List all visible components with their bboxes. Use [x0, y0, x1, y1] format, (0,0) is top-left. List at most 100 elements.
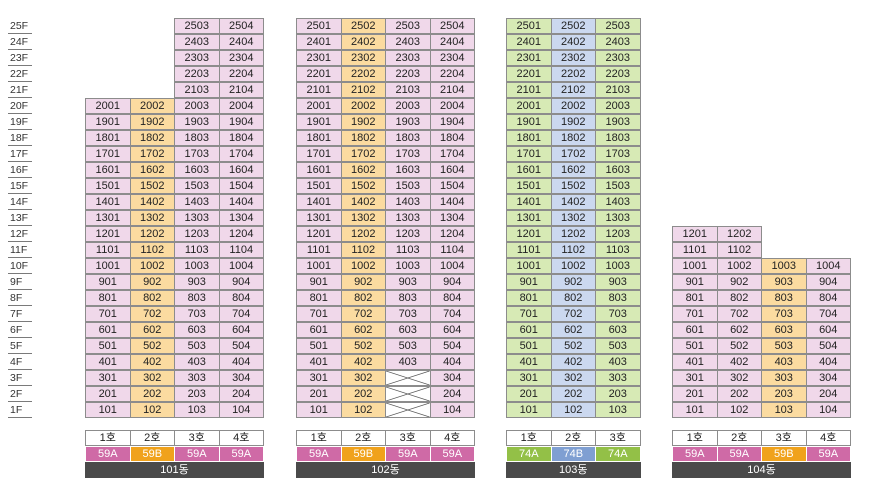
unit-cell[interactable]: 101: [85, 402, 131, 418]
unit-cell[interactable]: 2104: [218, 82, 264, 98]
unit-cell[interactable]: 1102: [550, 242, 596, 258]
unit-cell[interactable]: 1104: [429, 242, 475, 258]
unit-cell[interactable]: 103: [761, 402, 807, 418]
unit-cell[interactable]: 101: [506, 402, 552, 418]
unit-cell[interactable]: 102: [550, 402, 596, 418]
unit-cell[interactable]: 2503: [385, 18, 431, 34]
unit-cell[interactable]: 2401: [506, 34, 552, 50]
unit-cell[interactable]: 802: [550, 290, 596, 306]
unit-cell[interactable]: 504: [429, 338, 475, 354]
unit-cell[interactable]: 304: [429, 370, 475, 386]
unit-cell[interactable]: 902: [550, 274, 596, 290]
unit-cell[interactable]: 1204: [218, 226, 264, 242]
unit-cell[interactable]: 102: [129, 402, 175, 418]
unit-cell[interactable]: 2403: [595, 34, 641, 50]
unit-cell[interactable]: 1002: [716, 258, 762, 274]
unit-cell[interactable]: 1301: [506, 210, 552, 226]
unit-cell[interactable]: 2303: [174, 50, 220, 66]
unit-cell[interactable]: 2203: [385, 66, 431, 82]
unit-cell[interactable]: 1403: [174, 194, 220, 210]
unit-cell[interactable]: 401: [672, 354, 718, 370]
unit-cell[interactable]: 1201: [85, 226, 131, 242]
unit-cell[interactable]: 1503: [174, 178, 220, 194]
unit-cell[interactable]: 302: [129, 370, 175, 386]
unit-cell[interactable]: 2003: [174, 98, 220, 114]
unit-cell[interactable]: 904: [429, 274, 475, 290]
unit-cell[interactable]: 302: [716, 370, 762, 386]
unit-cell[interactable]: 501: [672, 338, 718, 354]
unit-cell[interactable]: 1001: [506, 258, 552, 274]
unit-cell[interactable]: 1002: [129, 258, 175, 274]
unit-cell[interactable]: 801: [85, 290, 131, 306]
unit-cell[interactable]: 1001: [85, 258, 131, 274]
unit-cell[interactable]: 2201: [506, 66, 552, 82]
unit-cell[interactable]: 1704: [429, 146, 475, 162]
unit-cell[interactable]: 502: [550, 338, 596, 354]
unit-cell[interactable]: 2303: [385, 50, 431, 66]
unit-cell[interactable]: 904: [805, 274, 851, 290]
unit-cell[interactable]: 1302: [129, 210, 175, 226]
unit-cell[interactable]: 902: [340, 274, 386, 290]
unit-cell[interactable]: 604: [429, 322, 475, 338]
unit-cell[interactable]: 2501: [506, 18, 552, 34]
unit-cell[interactable]: 1402: [129, 194, 175, 210]
unit-cell[interactable]: 2103: [174, 82, 220, 98]
unit-cell[interactable]: 1501: [506, 178, 552, 194]
unit-cell[interactable]: 204: [429, 386, 475, 402]
unit-cell[interactable]: 2502: [550, 18, 596, 34]
unit-cell[interactable]: 1903: [174, 114, 220, 130]
unit-cell[interactable]: 2004: [218, 98, 264, 114]
unit-cell[interactable]: 1004: [429, 258, 475, 274]
unit-cell[interactable]: 1003: [761, 258, 807, 274]
unit-cell[interactable]: 1202: [340, 226, 386, 242]
unit-cell[interactable]: 401: [85, 354, 131, 370]
unit-cell[interactable]: 2302: [550, 50, 596, 66]
unit-cell[interactable]: 1101: [296, 242, 342, 258]
unit-cell[interactable]: 1502: [129, 178, 175, 194]
unit-cell[interactable]: 1302: [340, 210, 386, 226]
unit-cell[interactable]: 602: [129, 322, 175, 338]
unit-cell[interactable]: 1603: [385, 162, 431, 178]
unit-cell[interactable]: 1902: [550, 114, 596, 130]
unit-cell[interactable]: 101: [296, 402, 342, 418]
unit-cell[interactable]: 2001: [85, 98, 131, 114]
unit-cell[interactable]: 1802: [340, 130, 386, 146]
unit-cell[interactable]: 1502: [340, 178, 386, 194]
unit-cell[interactable]: 1801: [85, 130, 131, 146]
unit-cell[interactable]: 1501: [85, 178, 131, 194]
unit-cell[interactable]: 702: [340, 306, 386, 322]
unit-cell[interactable]: 1901: [506, 114, 552, 130]
unit-cell[interactable]: 1304: [429, 210, 475, 226]
unit-cell[interactable]: 501: [296, 338, 342, 354]
unit-cell[interactable]: 1604: [429, 162, 475, 178]
unit-cell[interactable]: 602: [716, 322, 762, 338]
unit-cell[interactable]: 1001: [296, 258, 342, 274]
unit-cell[interactable]: 901: [296, 274, 342, 290]
unit-cell[interactable]: 1904: [218, 114, 264, 130]
unit-cell[interactable]: 2303: [595, 50, 641, 66]
unit-cell[interactable]: 1601: [296, 162, 342, 178]
unit-cell[interactable]: 601: [672, 322, 718, 338]
unit-cell[interactable]: 204: [805, 386, 851, 402]
unit-cell[interactable]: 903: [385, 274, 431, 290]
unit-cell[interactable]: 102: [340, 402, 386, 418]
unit-cell[interactable]: 2304: [429, 50, 475, 66]
unit-cell[interactable]: 104: [218, 402, 264, 418]
unit-cell[interactable]: 701: [506, 306, 552, 322]
unit-cell[interactable]: 903: [595, 274, 641, 290]
unit-cell[interactable]: 2301: [506, 50, 552, 66]
unit-cell[interactable]: 803: [174, 290, 220, 306]
unit-cell[interactable]: 1804: [429, 130, 475, 146]
unit-cell[interactable]: 104: [805, 402, 851, 418]
unit-cell[interactable]: 201: [296, 386, 342, 402]
unit-cell[interactable]: 504: [805, 338, 851, 354]
unit-cell[interactable]: 403: [595, 354, 641, 370]
unit-cell[interactable]: 1503: [595, 178, 641, 194]
unit-cell[interactable]: 2502: [340, 18, 386, 34]
unit-cell[interactable]: 702: [716, 306, 762, 322]
unit-cell[interactable]: 1901: [296, 114, 342, 130]
unit-cell[interactable]: 1801: [506, 130, 552, 146]
unit-cell[interactable]: 803: [385, 290, 431, 306]
unit-cell[interactable]: 602: [340, 322, 386, 338]
unit-cell[interactable]: 202: [129, 386, 175, 402]
